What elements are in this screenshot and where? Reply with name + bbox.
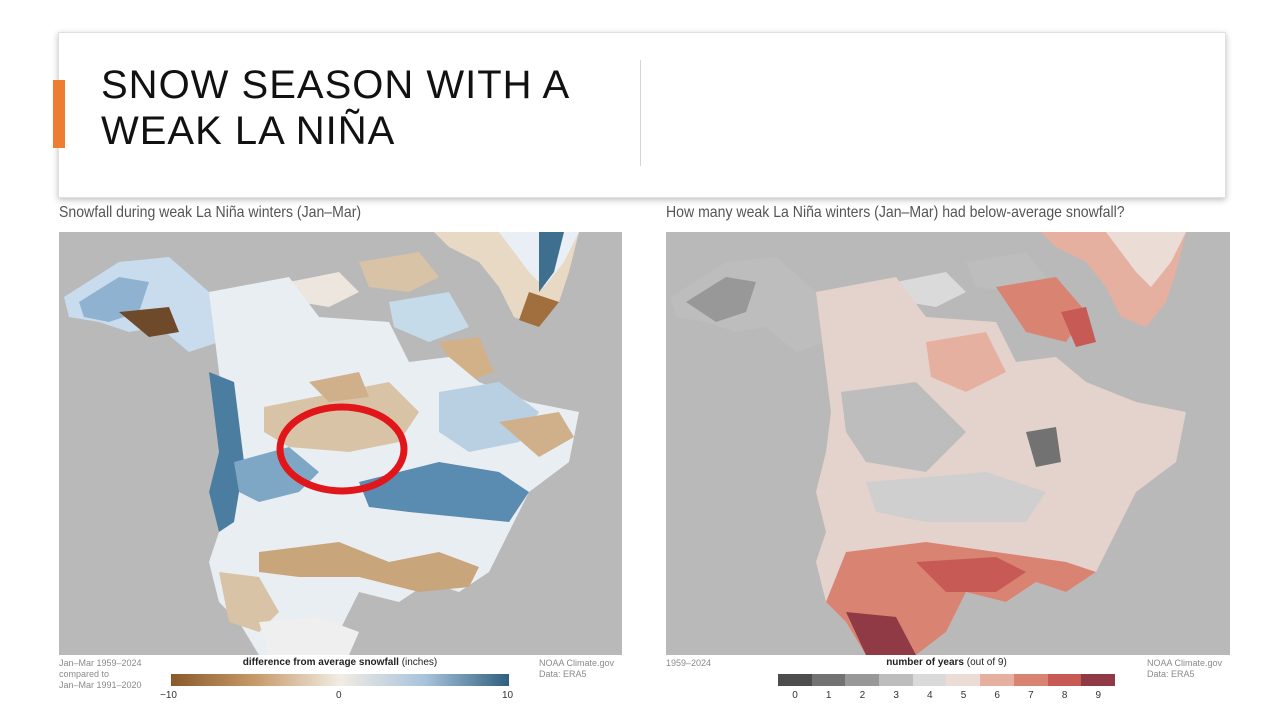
legend-swatch-5 (946, 674, 981, 686)
highlight-circle (276, 403, 408, 495)
legend-swatch-0 (778, 674, 812, 686)
left-legend-tick-min: −10 (160, 690, 177, 701)
legend-swatch-4 (912, 674, 947, 686)
left-period-note: Jan–Mar 1959–2024 compared to Jan–Mar 19… (59, 658, 142, 690)
left-map-caption: Snowfall during weak La Niña winters (Ja… (59, 204, 362, 221)
legend-label-4: 4 (927, 690, 933, 701)
left-legend-tick-zero: 0 (336, 690, 342, 701)
right-source-note: NOAA Climate.gov Data: ERA5 (1147, 658, 1223, 679)
legend-label-7: 7 (1028, 690, 1034, 701)
right-map-image (666, 232, 1230, 655)
legend-label-0: 0 (792, 690, 798, 701)
legend-label-8: 8 (1061, 690, 1068, 701)
title-card (58, 32, 1226, 198)
legend-label-9: 9 (1095, 690, 1102, 701)
title-divider (640, 60, 641, 166)
left-legend-tick-max: 10 (502, 690, 514, 701)
right-period-note: 1959–2024 (666, 658, 712, 668)
legend-swatch-1 (811, 674, 846, 686)
legend-swatch-8 (1047, 674, 1082, 686)
title-accent-bar (53, 80, 65, 148)
left-source-note: NOAA Climate.gov Data: ERA5 (539, 658, 615, 679)
left-map-image (59, 232, 622, 655)
legend-label-2: 2 (859, 690, 866, 701)
legend-swatch-9 (1081, 674, 1115, 686)
left-legend-gradient (171, 674, 509, 686)
left-legend-title: difference from average snowfall (inches… (242, 657, 438, 668)
legend-swatch-3 (879, 674, 913, 686)
right-legend-swatches (778, 674, 1115, 686)
legend-swatch-2 (845, 674, 880, 686)
legend-label-5: 5 (960, 690, 967, 701)
right-legend-title: number of years (out of 9) (886, 657, 1007, 668)
legend-label-1: 1 (825, 690, 832, 701)
legend-swatch-6 (980, 674, 1014, 686)
slide-title: SNOW SEASON WITH A WEAK LA NIÑA (101, 63, 568, 153)
legend-label-3: 3 (893, 690, 899, 701)
legend-label-6: 6 (994, 690, 1000, 701)
legend-swatch-7 (1013, 674, 1048, 686)
right-map-caption: How many weak La Niña winters (Jan–Mar) … (666, 204, 1125, 221)
